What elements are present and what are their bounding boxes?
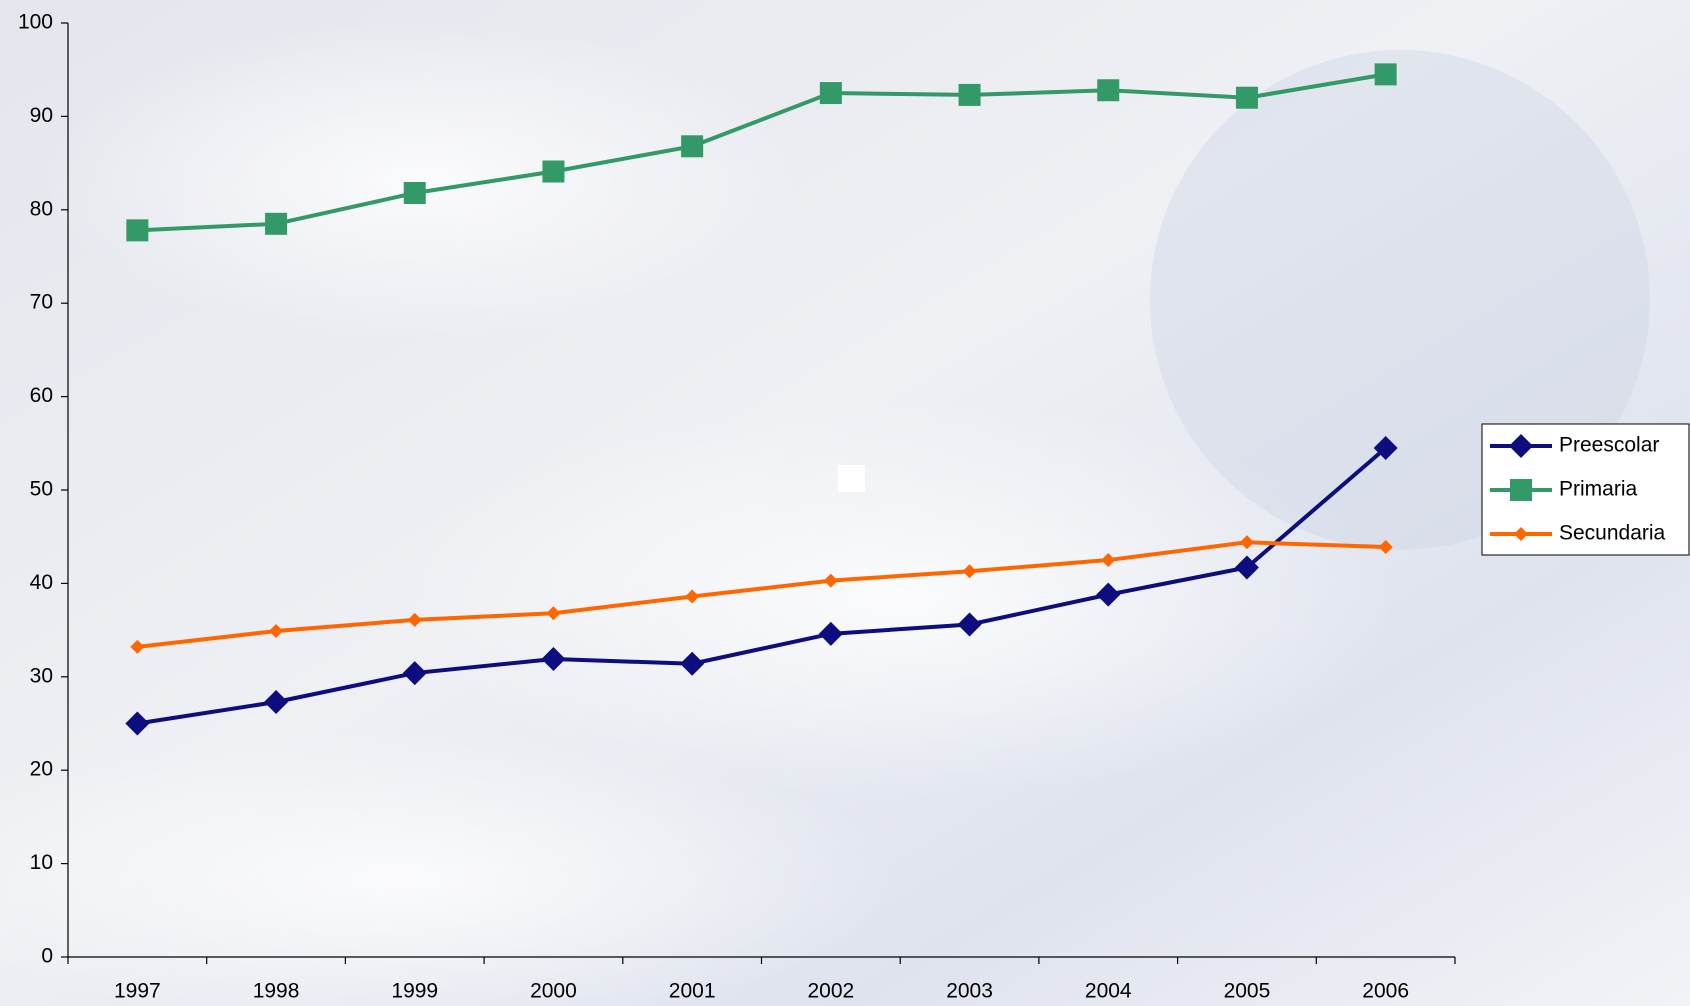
marker [264,690,289,715]
marker [1374,63,1397,86]
marker [685,589,700,604]
y-tick-label: 10 [30,851,53,874]
y-tick-label: 60 [30,384,53,407]
marker [1514,527,1528,541]
x-tick-label: 2005 [1224,980,1271,1003]
marker [542,160,565,183]
marker [125,711,150,736]
white-square [838,465,865,492]
marker [1378,539,1393,554]
marker [265,212,288,235]
marker [818,621,843,646]
marker [680,651,705,676]
marker [1097,79,1120,102]
y-tick-label: 100 [18,11,53,34]
legend-label: Secundaria [1559,522,1666,545]
x-tick-label: 2001 [669,980,716,1003]
marker [269,624,284,639]
y-tick-label: 50 [30,478,53,501]
marker [130,639,145,654]
marker [126,219,149,242]
cloud [40,20,800,340]
marker [1096,582,1121,607]
marker [1510,479,1532,501]
y-tick-label: 30 [30,664,53,687]
x-tick-label: 1997 [114,980,161,1003]
marker [957,612,982,637]
y-tick-label: 40 [30,571,53,594]
x-tick-label: 1999 [391,980,438,1003]
marker [541,647,566,672]
y-tick-label: 80 [30,197,53,220]
x-tick-label: 2003 [946,980,993,1003]
x-tick-label: 2006 [1362,980,1409,1003]
cloud [0,730,900,1006]
marker [958,83,981,106]
marker [823,573,838,588]
marker [1235,86,1258,109]
y-tick-label: 20 [30,758,53,781]
marker [1234,555,1259,580]
legend-label: Primaria [1559,478,1637,501]
marker [681,135,704,158]
y-tick-label: 90 [30,104,53,127]
x-tick-label: 2004 [1085,980,1132,1003]
x-tick-label: 2002 [807,980,854,1003]
series-line [137,72,1386,233]
series-line [137,446,1387,726]
y-tick-label: 70 [30,291,53,314]
marker [407,612,422,627]
legend-label: Preescolar [1559,434,1659,457]
cloud [400,400,1400,800]
y-tick-label: 0 [41,945,53,968]
marker [546,606,561,621]
marker [403,181,426,204]
marker [1101,553,1116,568]
marker [819,82,842,105]
marker [1239,535,1254,550]
x-tick-label: 2000 [530,980,577,1003]
series-line [137,540,1386,649]
marker [402,661,427,686]
marker [1373,435,1398,460]
x-tick-label: 1998 [253,980,300,1003]
marker [962,564,977,579]
marker [1509,434,1533,458]
